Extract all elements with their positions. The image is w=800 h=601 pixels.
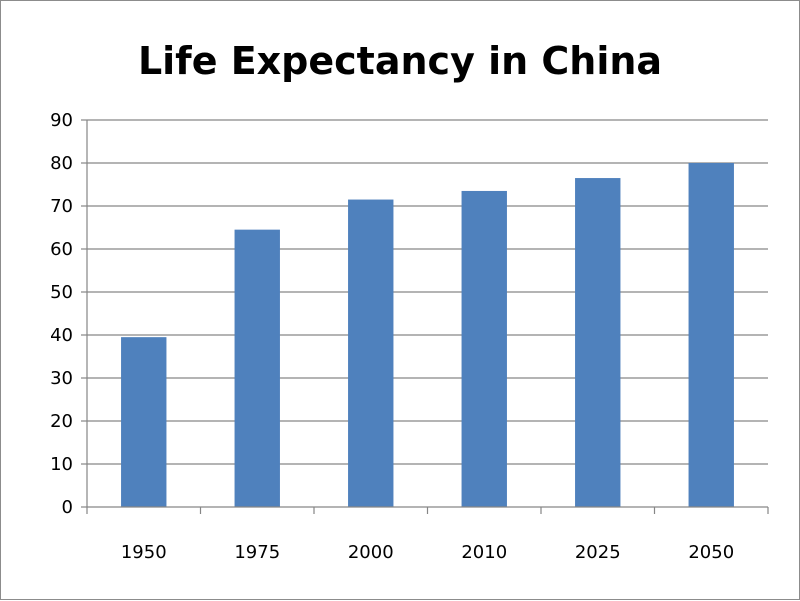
x-tick-label: 1975 <box>234 542 280 563</box>
y-tick-label: 70 <box>50 196 73 217</box>
bar-1950 <box>121 337 167 507</box>
axes <box>81 119 769 514</box>
y-tick-label: 40 <box>50 325 73 346</box>
gridlines <box>87 119 768 465</box>
bar-2025 <box>575 178 621 508</box>
y-tick-labels: 0 10 20 30 40 50 60 70 80 90 <box>50 110 73 518</box>
y-tick-label: 80 <box>50 153 73 174</box>
x-tick-label: 2050 <box>688 542 734 563</box>
bar-1975 <box>234 229 280 507</box>
y-tick-label: 90 <box>50 110 73 131</box>
x-tick-label: 1950 <box>121 542 167 563</box>
x-tick-label: 2000 <box>348 542 394 563</box>
x-tick-labels: 1950 1975 2000 2010 2025 2050 <box>121 542 734 563</box>
bar-2010 <box>461 190 507 507</box>
y-tick-label: 50 <box>50 282 73 303</box>
y-tick-label: 30 <box>50 368 73 389</box>
y-tick-label: 60 <box>50 239 73 260</box>
chart-title: Life Expectancy in China <box>138 39 662 83</box>
y-tick-label: 20 <box>50 411 73 432</box>
bar-2050 <box>688 163 734 507</box>
bars <box>121 163 734 508</box>
x-tick-label: 2025 <box>575 542 621 563</box>
y-tick-label: 0 <box>62 497 73 518</box>
y-tick-label: 10 <box>50 454 73 475</box>
x-tick-label: 2010 <box>461 542 507 563</box>
bar-2000 <box>348 199 394 508</box>
